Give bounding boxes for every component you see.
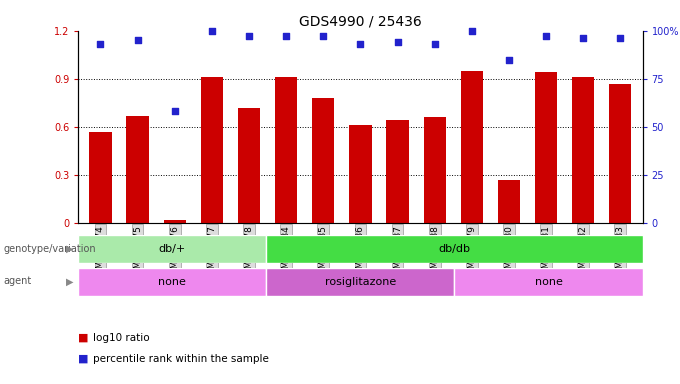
Text: agent: agent: [3, 276, 32, 286]
Text: log10 ratio: log10 ratio: [93, 333, 150, 343]
Point: [95, 41, 106, 47]
Text: ▶: ▶: [66, 276, 73, 286]
Point: [243, 33, 254, 40]
Point: [578, 35, 589, 41]
Point: [169, 108, 180, 114]
Text: db/+: db/+: [158, 244, 186, 254]
Bar: [350, 125, 371, 223]
Point: [392, 39, 403, 45]
Text: ■: ■: [78, 333, 88, 343]
Bar: [201, 77, 223, 223]
Bar: [535, 72, 557, 223]
Bar: [89, 132, 112, 223]
Bar: [312, 98, 335, 223]
Point: [429, 41, 440, 47]
Bar: [275, 77, 297, 223]
Text: percentile rank within the sample: percentile rank within the sample: [93, 354, 269, 364]
Bar: [78, 268, 267, 296]
Text: rosiglitazone: rosiglitazone: [325, 277, 396, 287]
Bar: [78, 235, 267, 263]
Point: [281, 33, 292, 40]
Point: [466, 28, 477, 34]
Bar: [609, 84, 632, 223]
Point: [503, 56, 514, 63]
Point: [355, 41, 366, 47]
Point: [615, 35, 626, 41]
Bar: [424, 117, 446, 223]
Bar: [164, 220, 186, 223]
Point: [318, 33, 328, 40]
Bar: [126, 116, 149, 223]
Text: db/db: db/db: [439, 244, 471, 254]
Bar: [238, 108, 260, 223]
Point: [132, 37, 143, 43]
Text: none: none: [534, 277, 562, 287]
Title: GDS4990 / 25436: GDS4990 / 25436: [299, 14, 422, 28]
Bar: [572, 77, 594, 223]
Bar: [454, 268, 643, 296]
Bar: [386, 120, 409, 223]
Text: genotype/variation: genotype/variation: [3, 244, 96, 254]
Text: ■: ■: [78, 354, 88, 364]
Bar: [267, 268, 454, 296]
Bar: [267, 235, 643, 263]
Point: [541, 33, 551, 40]
Text: ▶: ▶: [66, 244, 73, 254]
Text: none: none: [158, 277, 186, 287]
Bar: [460, 71, 483, 223]
Point: [207, 28, 218, 34]
Bar: [498, 180, 520, 223]
